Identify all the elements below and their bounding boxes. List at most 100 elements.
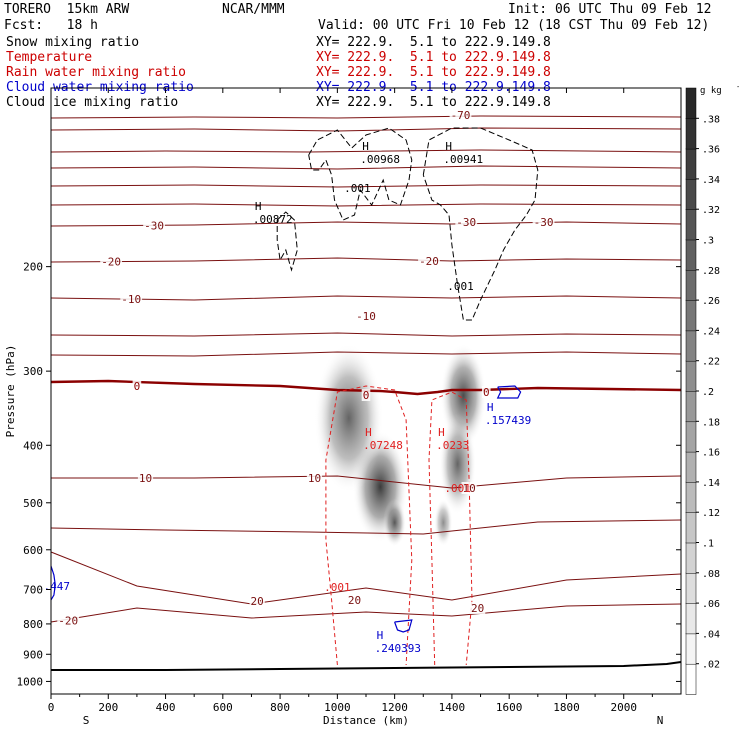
snow-core-1 [314, 343, 384, 493]
ice-contour-2 [276, 211, 298, 272]
x-tick-label-10: 2000 [610, 701, 637, 714]
isotherm-line-1 [50, 127, 682, 132]
maximum-value-1: .00941 [443, 153, 483, 166]
maximum-value-0: .00968 [360, 153, 400, 166]
x-axis-title: Distance (km) [323, 714, 409, 727]
contour-labels: -70 -30 -20 -10 10 20 -20 -30 -30 -20 -10 10 10 20 20 0… [43, 109, 555, 655]
isotherm-label-14: -20 [58, 614, 78, 627]
freezing-label-0: 0 [134, 380, 141, 393]
isotherm-label-0-bg [449, 109, 472, 122]
colorbar-tick-label-11: .24 [702, 326, 720, 337]
maximum-value-6: .240393 [375, 642, 421, 655]
maximum-value-2: .00872 [253, 213, 293, 226]
header-fcst: Fcst: 18 h [4, 18, 98, 33]
cloud-water-contours [50, 385, 522, 633]
freezing-label-2-bg [481, 386, 491, 398]
legend-temperature-name: Temperature [6, 50, 93, 65]
freezing-label-1: 0 [363, 389, 370, 402]
colorbar-tick-label-4: .1 [702, 539, 714, 550]
y-tick-label-2: 400 [23, 439, 43, 452]
x-tick-label-1: 200 [98, 701, 118, 714]
snow-shading-layer [314, 343, 487, 547]
y-tick-label-0: 200 [23, 261, 43, 274]
ice-contour-1 [422, 127, 539, 321]
freezing-label-2: 0 [483, 386, 490, 399]
cloud-water-contour-0 [496, 385, 522, 399]
header-valid: Valid: 00 UTC Fri 10 Feb 12 (18 CST Thu … [318, 18, 710, 33]
isotherm-line-10 [50, 351, 682, 357]
colorbar-tick-label-14: .3 [702, 236, 714, 247]
legend-cloud-ice-xy: XY= 222.9. 5.1 to 222.9.149.8 [316, 95, 551, 110]
colorbar-swatch-18 [685, 118, 697, 150]
isotherm-label-7: -20 [101, 256, 121, 269]
y-tick-label-6: 800 [23, 618, 43, 631]
temperature-label-0-bg [455, 216, 478, 228]
maximum-marker-0: H [362, 140, 369, 153]
y-tick-label-3: 500 [23, 497, 43, 510]
colorbar-tick-label-18: .38 [702, 114, 720, 125]
maximum-value-5: .157439 [485, 414, 531, 427]
isotherm-label-11: 10 [139, 472, 152, 485]
ice-contour-0 [308, 127, 413, 221]
y-tick-label-5: 700 [23, 584, 43, 597]
isotherm-line-11 [51, 475, 682, 489]
legend-snow-xy: XY= 222.9. 5.1 to 222.9.149.8 [316, 35, 551, 50]
isotherm-line-5 [50, 203, 682, 207]
temperature-label-1: -30 [534, 216, 554, 229]
y-tick-label-7: 900 [23, 648, 43, 661]
temperature-label-6: 20 [348, 594, 361, 607]
x-tick-label-0: 0 [48, 701, 55, 714]
colorbar-swatch-0 [685, 663, 697, 695]
x-tick-label-7: 1400 [439, 701, 466, 714]
colorbar-tick-label-13: .28 [702, 266, 720, 277]
snow-core-2 [383, 498, 407, 547]
temperature-label-6-bg [346, 594, 363, 606]
isotherm-line-6 [50, 221, 682, 227]
isotherm-line-13 [50, 551, 682, 605]
maximum-marker-5: H [487, 401, 494, 414]
maximum-marker-4: H [438, 426, 445, 439]
isotherm-label-7-bg [100, 255, 123, 268]
colorbar-tick-label-5: .12 [702, 508, 720, 519]
freezing-level-line [50, 379, 682, 396]
freezing-label-1-bg [361, 389, 371, 401]
contour-value-label-0: .001 [344, 182, 371, 195]
temperature-label-4-bg [306, 472, 323, 484]
colorbar-tick-label-17: .36 [702, 145, 720, 156]
header-init: Init: 06 UTC Thu 09 Feb 12 [508, 2, 712, 17]
x-tick-label-8: 1600 [496, 701, 523, 714]
colorbar-tick-label-12: .26 [702, 296, 720, 307]
x-tick-label-5: 1000 [324, 701, 351, 714]
isotherm-label-8-bg [120, 293, 143, 306]
colorbar-tick-label-16: .34 [702, 175, 720, 186]
colorbar-tick-label-1: .04 [702, 629, 720, 640]
colorbar-tick-label-0: .02 [702, 660, 720, 671]
colorbar-swatch-16 [685, 178, 697, 210]
temperature-label-5-bg [461, 482, 477, 494]
colorbar-swatch-19 [685, 87, 697, 120]
isotherm-line-7 [50, 257, 682, 263]
isotherm-label-6-bg [143, 219, 165, 232]
temperature-label-4: 10 [308, 472, 321, 485]
isotherm-line-8 [50, 295, 682, 301]
rain-contour-0 [325, 385, 413, 666]
isotherm-line-2 [50, 149, 682, 153]
isotherm-label-6: -30 [144, 219, 164, 232]
legend-rain-xy: XY= 222.9. 5.1 to 222.9.149.8 [316, 65, 551, 80]
x-tick-label-4: 800 [270, 701, 290, 714]
colorbar-tick-label-3: .08 [702, 569, 720, 580]
x-tick-label-9: 1800 [553, 701, 580, 714]
legend-snow-name: Snow mixing ratio [6, 35, 140, 50]
colorbar-swatch-6 [685, 481, 697, 513]
isotherm-label-14-bg [57, 614, 80, 627]
maximum-marker-2: H [255, 200, 262, 213]
maximum-value-3: .07248 [363, 439, 403, 452]
y-axis-title: Pressure (hPa) [4, 345, 17, 438]
colorbar-units-exponent: -1 [736, 83, 740, 91]
colorbar-swatch-7 [685, 451, 697, 483]
contour-value-label-1: .001 [447, 280, 474, 293]
maximum-marker-6: H [377, 629, 384, 642]
x-tick-label-6: 1200 [381, 701, 408, 714]
colorbar-tick-label-15: .32 [702, 205, 720, 216]
